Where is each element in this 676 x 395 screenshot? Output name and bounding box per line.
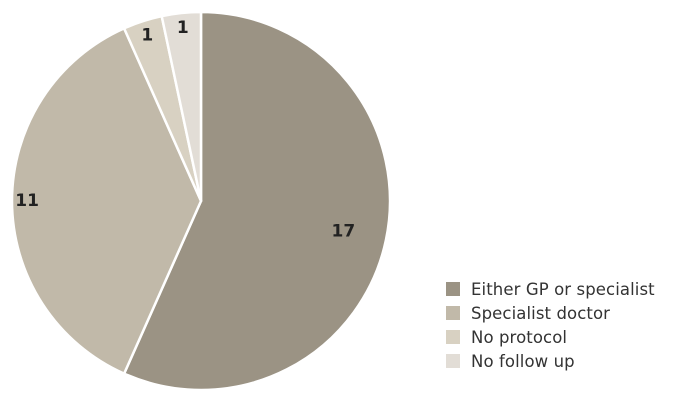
- legend-label: No follow up: [471, 351, 575, 371]
- legend-swatch: [446, 330, 460, 344]
- legend-swatch: [446, 306, 460, 320]
- pie-slices: [10, 10, 392, 392]
- pie-slice-specialist-doctor: [10, 27, 203, 375]
- legend-swatch: [446, 354, 460, 368]
- legend-swatch: [446, 282, 460, 296]
- pie-slice-no-follow-up: [160, 10, 203, 203]
- data-label-no-protocol: 1: [141, 26, 153, 46]
- legend-label: Either GP or specialist: [471, 279, 655, 299]
- data-label-no-follow-up: 1: [177, 18, 189, 38]
- legend-item-no-follow-up: No follow up: [446, 349, 655, 373]
- data-label-specialist-doctor: 11: [15, 191, 39, 211]
- legend-item-specialist-doctor: Specialist doctor: [446, 301, 655, 325]
- legend-label: Specialist doctor: [471, 303, 611, 323]
- pie-slice-either-gp-or-specialist: [122, 10, 392, 392]
- legend: Either GP or specialist Specialist docto…: [446, 277, 655, 373]
- data-label-either-gp-or-specialist: 17: [332, 221, 356, 241]
- legend-item-either-gp-or-specialist: Either GP or specialist: [446, 277, 655, 301]
- legend-label: No protocol: [471, 327, 568, 347]
- legend-item-no-protocol: No protocol: [446, 325, 655, 349]
